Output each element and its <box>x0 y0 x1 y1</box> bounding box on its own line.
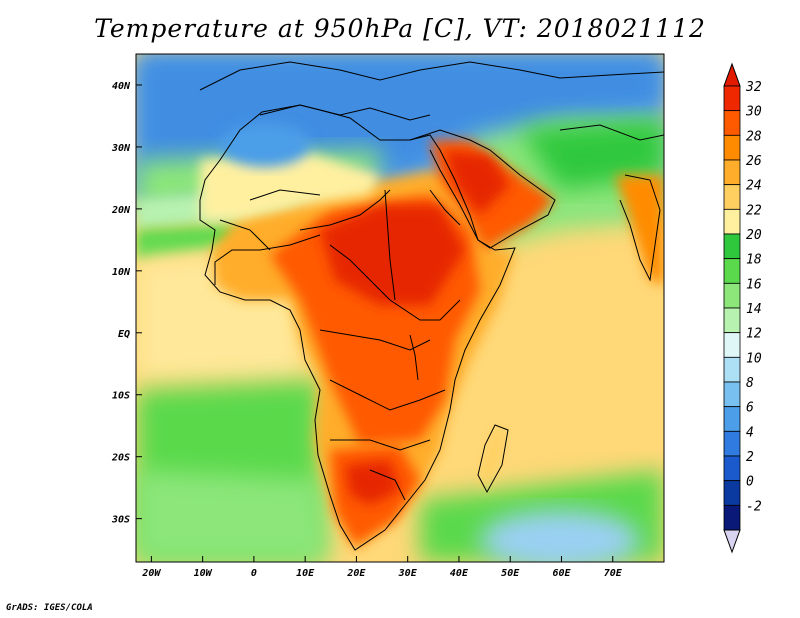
colorbar-swatch <box>723 208 741 235</box>
lat-tick-label: 10S <box>112 391 130 402</box>
colorbar-label: -2 <box>746 499 762 514</box>
colorbar-bottom-arrow <box>723 529 741 554</box>
colorbar-label: 16 <box>746 277 762 292</box>
colorbar-swatch <box>723 430 741 457</box>
lon-tick-label: 20W <box>141 568 161 579</box>
colorbar-swatch <box>723 356 741 383</box>
colorbar-swatch <box>723 480 741 506</box>
colorbar-swatch <box>723 332 741 358</box>
lon-tick-label: 70E <box>604 568 623 579</box>
grads-credit: GrADS: IGES/COLA <box>6 603 93 613</box>
colorbar-label: 18 <box>746 253 762 268</box>
colorbar-label: 32 <box>745 80 762 95</box>
lat-tick-label: 20N <box>111 205 131 216</box>
coastlines <box>199 61 664 551</box>
colorbar-label: 20 <box>746 228 762 243</box>
colorbar-top-arrow <box>723 62 741 87</box>
colorbar-label: 10 <box>746 351 762 366</box>
colorbar-swatch <box>723 307 741 334</box>
colorbar-swatch <box>723 406 741 432</box>
colorbar-swatch <box>723 110 741 136</box>
colorbar-swatch <box>723 455 741 482</box>
colorbar-swatch <box>723 134 741 161</box>
colorbar-label: 24 <box>746 179 762 194</box>
colorbar-swatch <box>723 159 741 186</box>
colorbar-label: 28 <box>746 129 762 144</box>
colorbar-label: 12 <box>746 327 762 342</box>
colorbar-swatch <box>723 184 741 210</box>
colorbar-label: 4 <box>746 425 754 440</box>
temperature-field <box>136 54 664 562</box>
lon-tick-label: 60E <box>552 568 571 579</box>
colorbar-swatch <box>723 504 741 531</box>
colorbar-swatch <box>723 233 741 260</box>
lon-tick-label: 0 <box>251 568 257 579</box>
plot-frame <box>135 53 665 563</box>
lon-tick-label: 40E <box>450 568 469 579</box>
colorbar-label: 22 <box>746 203 762 218</box>
lon-tick-label: 50E <box>501 568 520 579</box>
map-title: Temperature at 950hPa [C], VT: 201802111… <box>94 14 706 43</box>
lat-tick-label: 30N <box>111 143 131 154</box>
lat-tick-label: 30S <box>111 515 130 526</box>
colorbar-label: 0 <box>746 475 754 490</box>
colorbar-label: 14 <box>746 302 762 317</box>
colorbar-label: 6 <box>746 401 754 416</box>
colorbar-label: 30 <box>745 105 762 120</box>
lat-tick-label: EQ <box>118 329 130 340</box>
lat-tick-label: 10N <box>112 267 131 278</box>
colorbar-swatch <box>723 85 741 112</box>
lon-tick-label: 10E <box>296 568 315 579</box>
lon-tick-label: 30E <box>398 568 418 579</box>
colorbar-swatch <box>723 282 741 309</box>
map-axes: 20W 10W 0 10E 20E 30E 40E 50E 60E 70E 40N 30N 20N 10N… <box>111 81 623 579</box>
lon-tick-label: 10W <box>194 568 213 579</box>
lat-tick-label: 40N <box>112 81 131 92</box>
colorbar-label: 2 <box>746 450 754 465</box>
colorbar-label: 26 <box>746 154 762 169</box>
colorbar-swatch <box>723 258 741 284</box>
lat-tick-label: 20S <box>111 453 130 464</box>
lon-tick-label: 20E <box>346 568 366 579</box>
colorbar-swatch <box>723 381 741 408</box>
colorbar-label: 8 <box>746 376 754 391</box>
